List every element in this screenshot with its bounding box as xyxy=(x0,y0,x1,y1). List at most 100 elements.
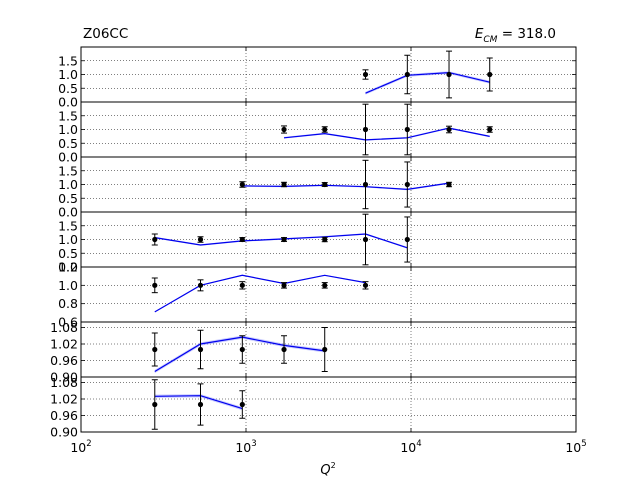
y-tick-label: 1.0 xyxy=(58,67,78,82)
data-point xyxy=(362,71,369,78)
data-point xyxy=(487,71,493,78)
y-tick-label: 0.5 xyxy=(58,246,78,261)
x-tick-label-base: 10 xyxy=(565,440,581,455)
data-point xyxy=(487,126,493,133)
data-point xyxy=(322,236,328,243)
data-point xyxy=(404,126,410,133)
y-tick-label: 1.5 xyxy=(58,218,78,233)
data-point xyxy=(362,126,369,133)
data-point xyxy=(281,282,287,288)
theory-curve xyxy=(242,182,450,191)
y-tick-label: 0.0 xyxy=(58,260,78,275)
data-point xyxy=(152,282,158,288)
y-tick-label: 0.6 xyxy=(58,315,78,330)
y-tick-label: 0.5 xyxy=(58,81,78,96)
data-point xyxy=(239,346,245,353)
data-point xyxy=(281,346,287,353)
panel-5: 0.6 0.8 1.0 1.2 xyxy=(58,260,577,330)
x-tick-label: 104 xyxy=(400,439,421,455)
data-point xyxy=(197,236,204,243)
data-point xyxy=(152,346,158,353)
panel-frame xyxy=(80,376,577,433)
theory-curve xyxy=(154,274,366,313)
data-point xyxy=(322,282,328,288)
y-tick-label: 1.08 xyxy=(50,320,78,335)
data-point xyxy=(362,282,369,288)
data-point xyxy=(197,282,204,288)
energy-subscript: CM xyxy=(483,35,497,45)
y-tick-label: 0.96 xyxy=(50,408,78,423)
y-tick-label: 1.08 xyxy=(50,375,78,390)
y-tick-label: 1.0 xyxy=(58,177,78,192)
panel-frame xyxy=(80,266,577,323)
panel-2: 0.00.51.01.5 xyxy=(58,101,577,165)
data-point xyxy=(239,236,245,243)
x-tick-label: 102 xyxy=(70,439,91,455)
y-tick-label: 0.5 xyxy=(58,191,78,206)
theory-curve xyxy=(154,336,325,373)
y-tick-label: 1.0 xyxy=(58,232,78,247)
theory-curve xyxy=(283,127,490,141)
x-axis: 102 103 104 105 xyxy=(70,439,586,455)
panel-3: 0.00.51.01.5 xyxy=(58,156,577,220)
data-point xyxy=(362,236,369,243)
energy-label: ECM = 318.0 xyxy=(475,26,556,45)
y-tick-label: 0.96 xyxy=(50,353,78,368)
data-point xyxy=(152,401,158,408)
x-axis-label-exp: 2 xyxy=(331,461,336,470)
data-point xyxy=(404,181,410,188)
data-point xyxy=(322,181,328,188)
y-tick-label: 1.0 xyxy=(58,278,78,293)
y-tick-label: 0.90 xyxy=(50,370,78,385)
x-tick-label: 105 xyxy=(565,439,586,455)
data-point xyxy=(281,236,287,243)
energy-value: = 318.0 xyxy=(497,26,556,42)
data-point xyxy=(446,71,452,78)
data-point xyxy=(446,126,452,133)
theory-band xyxy=(154,335,325,374)
y-tick-label: 1.2 xyxy=(58,260,78,275)
y-tick-label: 0.5 xyxy=(58,136,78,151)
energy-symbol: E xyxy=(475,26,484,42)
x-tick-label-base: 10 xyxy=(400,440,416,455)
panel-7: 0.90 0.961.02 1.08 xyxy=(50,375,577,440)
y-tick-label: 0.0 xyxy=(58,95,78,110)
data-point xyxy=(362,181,369,188)
y-tick-label: 1.0 xyxy=(58,122,78,137)
panels: 0.00.51.01.50.00.51.01.50.00.51.01.50.00… xyxy=(50,46,577,440)
top-left-label: Z06CC xyxy=(83,26,128,42)
x-tick-label-base: 10 xyxy=(235,440,251,455)
y-tick-label: 0.90 xyxy=(50,425,78,440)
y-tick-label: 0.0 xyxy=(58,205,78,220)
data-point xyxy=(239,282,245,288)
data-point xyxy=(404,71,410,78)
panel-6: 0.90 0.961.02 1.08 xyxy=(50,320,577,385)
y-tick-label: 1.5 xyxy=(58,163,78,178)
x-axis-label: Q2 xyxy=(320,461,335,478)
data-point xyxy=(239,401,245,408)
data-point xyxy=(322,346,328,353)
x-tick-label-exp: 3 xyxy=(251,439,256,449)
y-tick-label: 1.5 xyxy=(58,108,78,123)
y-tick-label: 1.02 xyxy=(50,337,78,352)
data-point xyxy=(281,126,287,133)
data-point xyxy=(446,181,452,188)
y-tick-label: 1.02 xyxy=(50,392,78,407)
y-tick-label: 1.5 xyxy=(58,53,78,68)
data-point xyxy=(197,346,204,353)
y-tick-label: 0.0 xyxy=(58,150,78,165)
x-tick-label-exp: 5 xyxy=(581,439,586,449)
data-point xyxy=(322,126,328,133)
x-tick-label-exp: 4 xyxy=(416,439,421,449)
x-axis-label-base: Q xyxy=(320,463,330,478)
data-point xyxy=(152,236,158,243)
data-point xyxy=(281,181,287,188)
theory-curve xyxy=(365,71,490,94)
panel-1: 0.00.51.01.5 xyxy=(58,46,577,110)
data-point xyxy=(239,181,245,188)
data-point xyxy=(404,236,410,243)
data-point xyxy=(197,401,204,408)
y-tick-label: 0.8 xyxy=(58,296,78,311)
